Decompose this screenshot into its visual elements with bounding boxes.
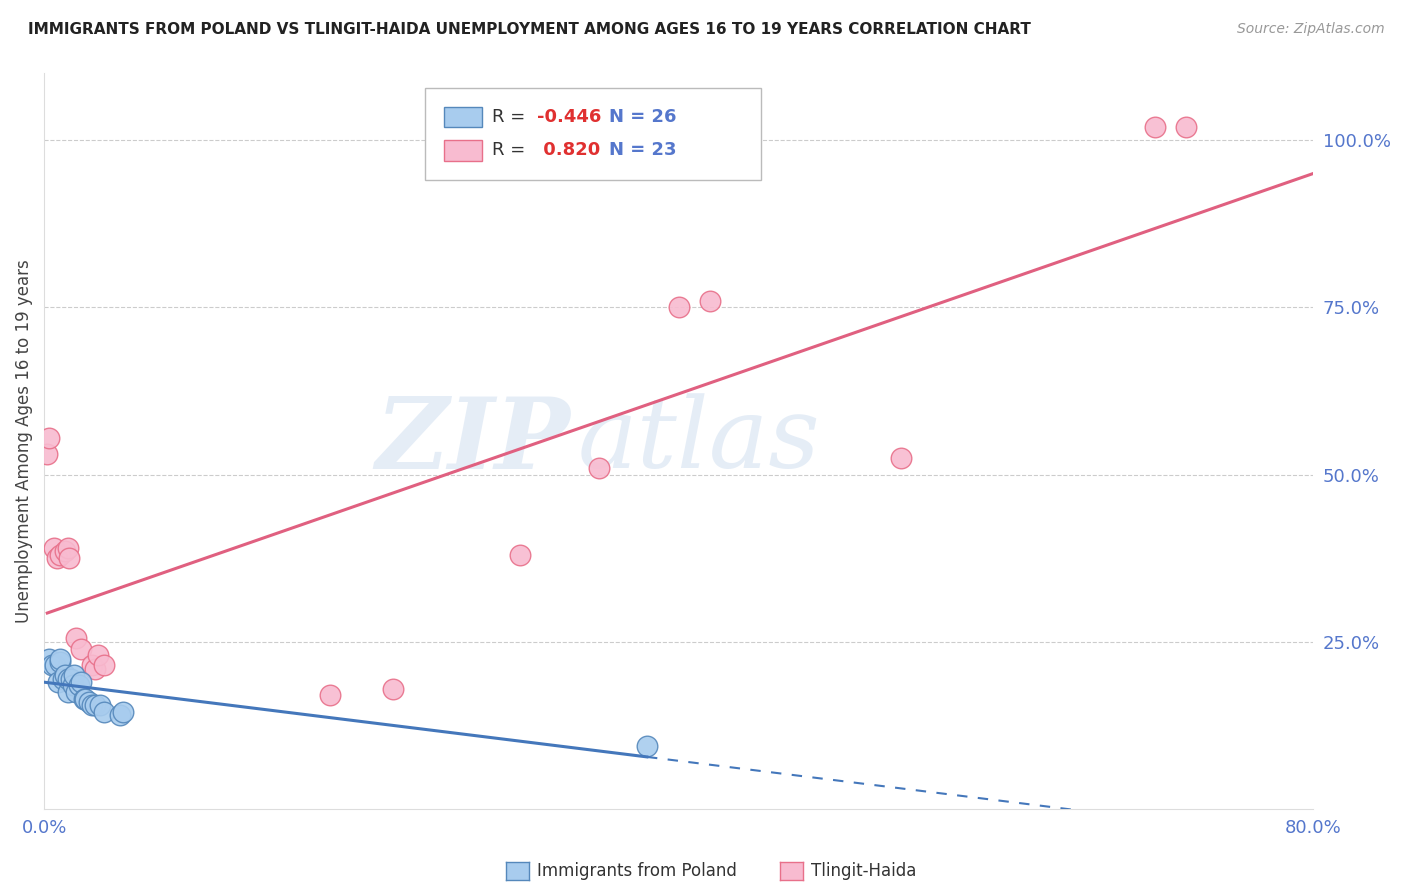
Point	[93, 705, 115, 719]
Point	[77, 695, 100, 709]
Point	[56, 685, 79, 699]
Point	[588, 460, 610, 475]
Point	[41, 658, 63, 673]
Point	[49, 651, 72, 665]
Point	[58, 551, 80, 566]
Point	[49, 548, 72, 562]
Point	[80, 698, 103, 713]
Point	[65, 632, 87, 646]
Text: R =: R =	[492, 108, 531, 126]
Text: N = 23: N = 23	[609, 141, 676, 160]
Point	[38, 431, 60, 445]
Point	[1175, 120, 1198, 134]
Point	[89, 698, 111, 713]
Point	[73, 691, 96, 706]
Point	[110, 708, 132, 723]
Text: Tlingit-Haida: Tlingit-Haida	[811, 862, 917, 880]
Point	[93, 658, 115, 673]
Text: atlas: atlas	[576, 393, 820, 489]
Point	[67, 678, 90, 692]
Point	[45, 551, 67, 566]
Point	[56, 541, 79, 556]
Point	[38, 651, 60, 665]
Point	[83, 698, 105, 713]
Text: IMMIGRANTS FROM POLAND VS TLINGIT-HAIDA UNEMPLOYMENT AMONG AGES 16 TO 19 YEARS C: IMMIGRANTS FROM POLAND VS TLINGIT-HAIDA …	[28, 22, 1031, 37]
Point	[62, 678, 84, 692]
Point	[69, 675, 91, 690]
Point	[63, 668, 86, 682]
Point	[44, 658, 66, 673]
Point	[636, 739, 658, 753]
Text: N = 26: N = 26	[609, 108, 676, 126]
Point	[65, 685, 87, 699]
Point	[52, 672, 75, 686]
Point	[42, 541, 65, 556]
Point	[382, 681, 405, 696]
Point	[890, 450, 912, 465]
Point	[509, 548, 531, 562]
Point	[83, 662, 105, 676]
Point	[56, 672, 79, 686]
Point	[48, 675, 70, 690]
Point	[37, 447, 59, 461]
Point	[60, 672, 83, 686]
Text: -0.446: -0.446	[537, 108, 600, 126]
Text: ZIP: ZIP	[375, 392, 571, 490]
FancyBboxPatch shape	[444, 107, 482, 128]
Text: R =: R =	[492, 141, 531, 160]
FancyBboxPatch shape	[425, 87, 761, 179]
Point	[75, 691, 97, 706]
Point	[668, 300, 690, 314]
Point	[112, 705, 135, 719]
Y-axis label: Unemployment Among Ages 16 to 19 years: Unemployment Among Ages 16 to 19 years	[15, 260, 32, 623]
Point	[318, 689, 340, 703]
Point	[80, 658, 103, 673]
Text: Immigrants from Poland: Immigrants from Poland	[537, 862, 737, 880]
Point	[53, 544, 76, 558]
Point	[69, 641, 91, 656]
Text: Source: ZipAtlas.com: Source: ZipAtlas.com	[1237, 22, 1385, 37]
Point	[699, 293, 721, 308]
Point	[53, 668, 76, 682]
Text: 0.820: 0.820	[537, 141, 600, 160]
Point	[1143, 120, 1166, 134]
FancyBboxPatch shape	[444, 140, 482, 161]
Point	[87, 648, 110, 663]
Point	[49, 655, 72, 669]
